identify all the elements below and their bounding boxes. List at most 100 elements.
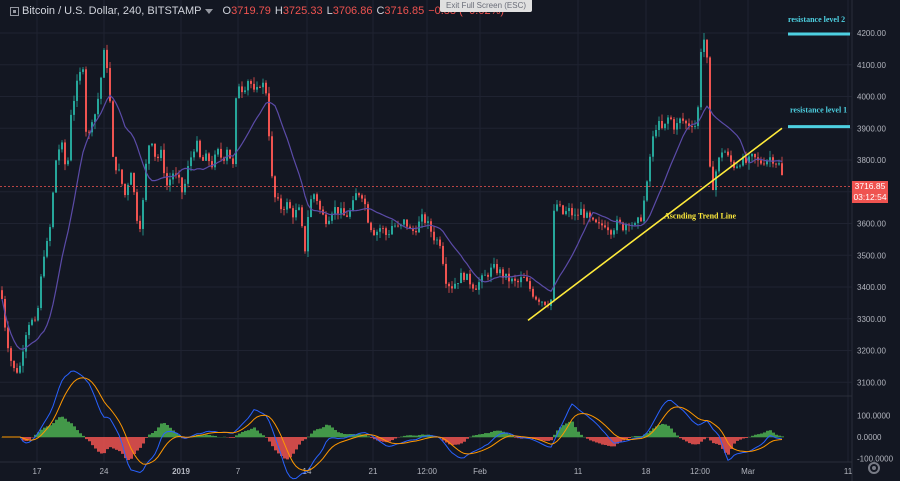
macd-histogram-bar [565, 423, 568, 438]
candle-body [616, 219, 618, 231]
candle-body [13, 360, 15, 369]
chevron-down-icon[interactable] [204, 8, 213, 14]
symbol-title[interactable]: Bitcoin / U.S. Dollar, 240, BITSTAMP [22, 5, 202, 17]
macd-histogram-bar [661, 423, 664, 438]
macd-histogram-bar [505, 432, 508, 438]
macd-histogram-bar [208, 435, 211, 438]
macd-histogram-bar [511, 435, 514, 438]
macd-histogram-bar [445, 437, 448, 443]
candle-body [745, 156, 747, 163]
candle-body [289, 202, 291, 209]
candle-body [535, 296, 537, 300]
macd-histogram-bar [625, 437, 628, 440]
macd-histogram-bar [244, 430, 247, 438]
candle-body [79, 71, 81, 81]
macd-histogram-bar [103, 437, 106, 454]
macd-histogram-bar [454, 437, 457, 445]
macd-histogram-bar [235, 435, 238, 438]
macd-histogram-bar [547, 437, 550, 441]
candle-body [364, 198, 366, 205]
candle-body [58, 149, 60, 161]
macd-histogram-bar [46, 426, 49, 438]
candle-body [601, 223, 603, 226]
macd-histogram-bar [634, 436, 637, 438]
candle-body [100, 77, 102, 99]
candle-body [127, 184, 129, 196]
macd-histogram-bar [469, 436, 472, 438]
candle-body [766, 160, 768, 165]
candle-body [490, 267, 492, 277]
macd-histogram-bar [253, 427, 256, 438]
candle-body [769, 157, 771, 161]
candle-body [157, 156, 159, 159]
candle-body [283, 209, 285, 210]
candle-body [565, 211, 567, 215]
macd-histogram-bar [484, 433, 487, 438]
candle-body [634, 223, 636, 225]
macd-histogram-bar [130, 437, 133, 459]
candle-body [415, 230, 417, 233]
candle-body [463, 272, 465, 280]
time-tick-label: 12:00 [417, 467, 438, 476]
candle-body [367, 204, 369, 223]
macd-histogram-bar [514, 437, 517, 438]
candle-body [268, 93, 270, 137]
candle-body [721, 152, 723, 158]
candle-body [151, 143, 153, 146]
candle-body [361, 195, 363, 199]
expand-icon[interactable] [10, 6, 19, 16]
candle-body [184, 183, 186, 193]
macd-histogram-bar [283, 437, 286, 459]
candle-body [124, 183, 126, 196]
exit-fullscreen-button[interactable]: Exit Full Screen (ESC) [440, 0, 533, 12]
candle-body [598, 222, 600, 224]
candle-body [133, 172, 135, 193]
candle-body [613, 230, 615, 235]
macd-histogram-bar [775, 434, 778, 438]
macd-histogram-bar [475, 434, 478, 438]
macd-histogram-bar [286, 437, 289, 460]
macd-histogram-bar [664, 424, 667, 438]
trend-line-label: Ascnding Trend Line [664, 212, 736, 221]
candle-body [454, 283, 456, 289]
candle-body [751, 153, 753, 157]
candle-body [310, 199, 312, 218]
candle-body [466, 273, 468, 280]
candle-body [55, 160, 57, 193]
macd-histogram-bar [709, 437, 712, 441]
candle-body [622, 222, 624, 231]
candle-body [394, 225, 396, 227]
time-tick-label: 12:00 [690, 467, 711, 476]
macd-histogram-bar [115, 437, 118, 450]
macd-histogram-bar [352, 434, 355, 438]
macd-histogram-bar [700, 437, 703, 442]
candle-body [688, 123, 690, 126]
candle-body [697, 107, 699, 126]
candle-body [724, 151, 726, 153]
candle-body [718, 157, 720, 172]
candle-body [112, 101, 114, 157]
candle-body [1, 290, 3, 299]
candle-body [193, 151, 195, 158]
macd-histogram-bar [331, 427, 334, 438]
candle-body [373, 230, 375, 236]
candle-body [685, 120, 687, 124]
macd-histogram-bar [415, 435, 418, 438]
macd-histogram-bar [628, 437, 631, 439]
candle-body [580, 208, 582, 215]
candle-body [388, 234, 390, 236]
candle-body [478, 282, 480, 290]
candle-body [256, 86, 258, 90]
candle-body [286, 202, 288, 210]
candle-body [31, 319, 33, 325]
candle-body [163, 149, 165, 174]
candle-body [439, 239, 441, 246]
candle-body [259, 86, 261, 88]
candle-body [553, 210, 555, 300]
gear-icon[interactable] [868, 462, 880, 474]
candle-body [772, 157, 774, 164]
indicator-axis: 100.0000 0.0000 -100.0000 [857, 412, 894, 464]
macd-histogram-bar [271, 437, 274, 447]
candle-body [118, 169, 120, 171]
